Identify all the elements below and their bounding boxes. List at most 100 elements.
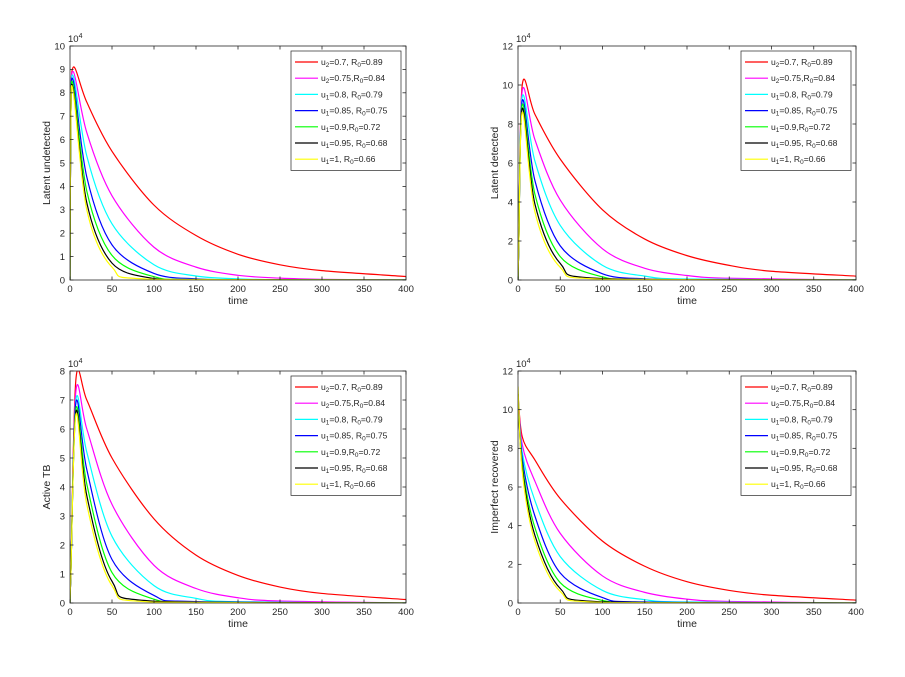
x-tick-label: 150	[188, 284, 204, 295]
series-line-1	[518, 394, 856, 601]
legend-label: u1=0.8, R0=0.79	[321, 89, 383, 101]
x-tick-label: 150	[188, 607, 204, 618]
x-tick-label: 300	[314, 607, 330, 618]
legend: u2=0.7, R0=0.89 u2=0.75,R0=0.84 u1=0.8, R0…	[740, 50, 852, 171]
legend-label: u1=0.9,R0=0.72	[321, 122, 380, 134]
legend-label: u1=0.9,R0=0.72	[771, 122, 830, 134]
y-tick-label: 6	[60, 135, 65, 146]
x-tick-label: 100	[146, 607, 162, 618]
x-tick-label: 50	[107, 284, 118, 295]
x-axis-label: time	[228, 618, 248, 630]
y-tick-label: 6	[508, 482, 513, 493]
legend-label: u1=0.8, R0=0.79	[321, 414, 383, 426]
y-tick-label: 8	[60, 88, 65, 99]
legend-label: u2=0.75,R0=0.84	[771, 73, 835, 85]
legend-label: u1=0.95, R0=0.68	[321, 463, 388, 475]
y-tick-label: 1	[60, 252, 65, 263]
x-tick-label: 100	[146, 284, 162, 295]
y-tick-label: 3	[60, 511, 65, 522]
legend-label: u1=0.95, R0=0.68	[771, 138, 838, 150]
x-tick-label: 0	[515, 284, 520, 295]
y-tick-label: 8	[508, 119, 513, 130]
x-tick-label: 200	[679, 607, 695, 618]
legend-label: u1=1, R0=0.66	[771, 479, 826, 491]
x-tick-label: 200	[679, 284, 695, 295]
series-line-7	[70, 412, 406, 603]
y-tick-label: 6	[508, 158, 513, 169]
y-exponent-label: 104	[68, 33, 83, 45]
y-tick-label: 4	[508, 521, 513, 532]
y-tick-label: 2	[60, 540, 65, 551]
y-tick-label: 4	[60, 482, 65, 493]
y-tick-label: 6	[60, 424, 65, 435]
x-axis-label: time	[228, 295, 248, 307]
legend: u2=0.7, R0=0.89 u2=0.75,R0=0.84 u1=0.8, R0…	[290, 375, 402, 496]
y-exponent-label: 104	[516, 358, 531, 370]
legend-label: u1=0.9,R0=0.72	[321, 447, 380, 459]
y-tick-label: 1	[60, 569, 65, 580]
x-tick-label: 50	[555, 284, 566, 295]
x-tick-label: 400	[398, 284, 414, 295]
x-tick-label: 250	[272, 284, 288, 295]
x-axis-label: time	[677, 295, 697, 307]
y-tick-label: 3	[60, 205, 65, 216]
x-tick-label: 250	[272, 607, 288, 618]
legend-label: u2=0.7, R0=0.89	[321, 382, 383, 394]
y-tick-label: 8	[508, 444, 513, 455]
x-tick-label: 150	[637, 607, 653, 618]
x-tick-label: 150	[637, 284, 653, 295]
x-tick-label: 350	[806, 607, 822, 618]
x-tick-label: 300	[764, 607, 780, 618]
y-tick-label: 0	[60, 598, 65, 609]
x-tick-label: 350	[356, 284, 372, 295]
legend-label: u1=1, R0=0.66	[321, 154, 376, 166]
legend: u2=0.7, R0=0.89 u2=0.75,R0=0.84 u1=0.8, R0…	[290, 50, 402, 171]
y-tick-label: 2	[508, 236, 513, 247]
x-tick-label: 400	[398, 607, 414, 618]
y-tick-label: 12	[502, 41, 513, 52]
x-tick-label: 0	[515, 607, 520, 618]
x-axis-label: time	[677, 618, 697, 630]
x-tick-label: 400	[848, 284, 864, 295]
y-tick-label: 10	[502, 405, 513, 416]
x-tick-label: 200	[230, 607, 246, 618]
y-tick-label: 5	[60, 453, 65, 464]
y-tick-label: 4	[508, 197, 513, 208]
y-tick-label: 0	[508, 275, 513, 286]
y-tick-label: 5	[60, 158, 65, 169]
y-tick-label: 8	[60, 366, 65, 377]
x-tick-label: 350	[806, 284, 822, 295]
y-tick-label: 12	[502, 366, 513, 377]
y-exponent-label: 104	[68, 358, 83, 370]
legend-label: u2=0.7, R0=0.89	[771, 57, 833, 69]
legend-label: u1=0.85, R0=0.75	[771, 431, 838, 443]
y-axis-label: Latent undetected	[41, 121, 53, 205]
legend-label: u1=0.8, R0=0.79	[771, 414, 833, 426]
y-exponent-label: 104	[516, 33, 531, 45]
x-tick-label: 0	[67, 284, 72, 295]
legend-label: u1=1, R0=0.66	[321, 479, 376, 491]
legend-label: u1=0.95, R0=0.68	[321, 138, 388, 150]
y-tick-label: 0	[60, 275, 65, 286]
x-tick-label: 250	[721, 607, 737, 618]
y-tick-label: 2	[508, 560, 513, 571]
x-tick-label: 0	[67, 607, 72, 618]
legend-label: u1=0.85, R0=0.75	[321, 431, 388, 443]
x-tick-label: 50	[555, 607, 566, 618]
y-axis-label: Active TB	[41, 465, 53, 510]
x-tick-label: 300	[314, 284, 330, 295]
x-tick-label: 350	[356, 607, 372, 618]
legend-label: u1=0.95, R0=0.68	[771, 463, 838, 475]
y-tick-label: 10	[502, 80, 513, 91]
legend-label: u1=0.85, R0=0.75	[771, 106, 838, 118]
legend-label: u2=0.75,R0=0.84	[771, 398, 835, 410]
legend: u2=0.7, R0=0.89 u2=0.75,R0=0.84 u1=0.8, R0…	[740, 375, 852, 496]
y-tick-label: 10	[54, 41, 65, 52]
x-tick-label: 100	[595, 607, 611, 618]
legend-label: u2=0.7, R0=0.89	[321, 57, 383, 69]
